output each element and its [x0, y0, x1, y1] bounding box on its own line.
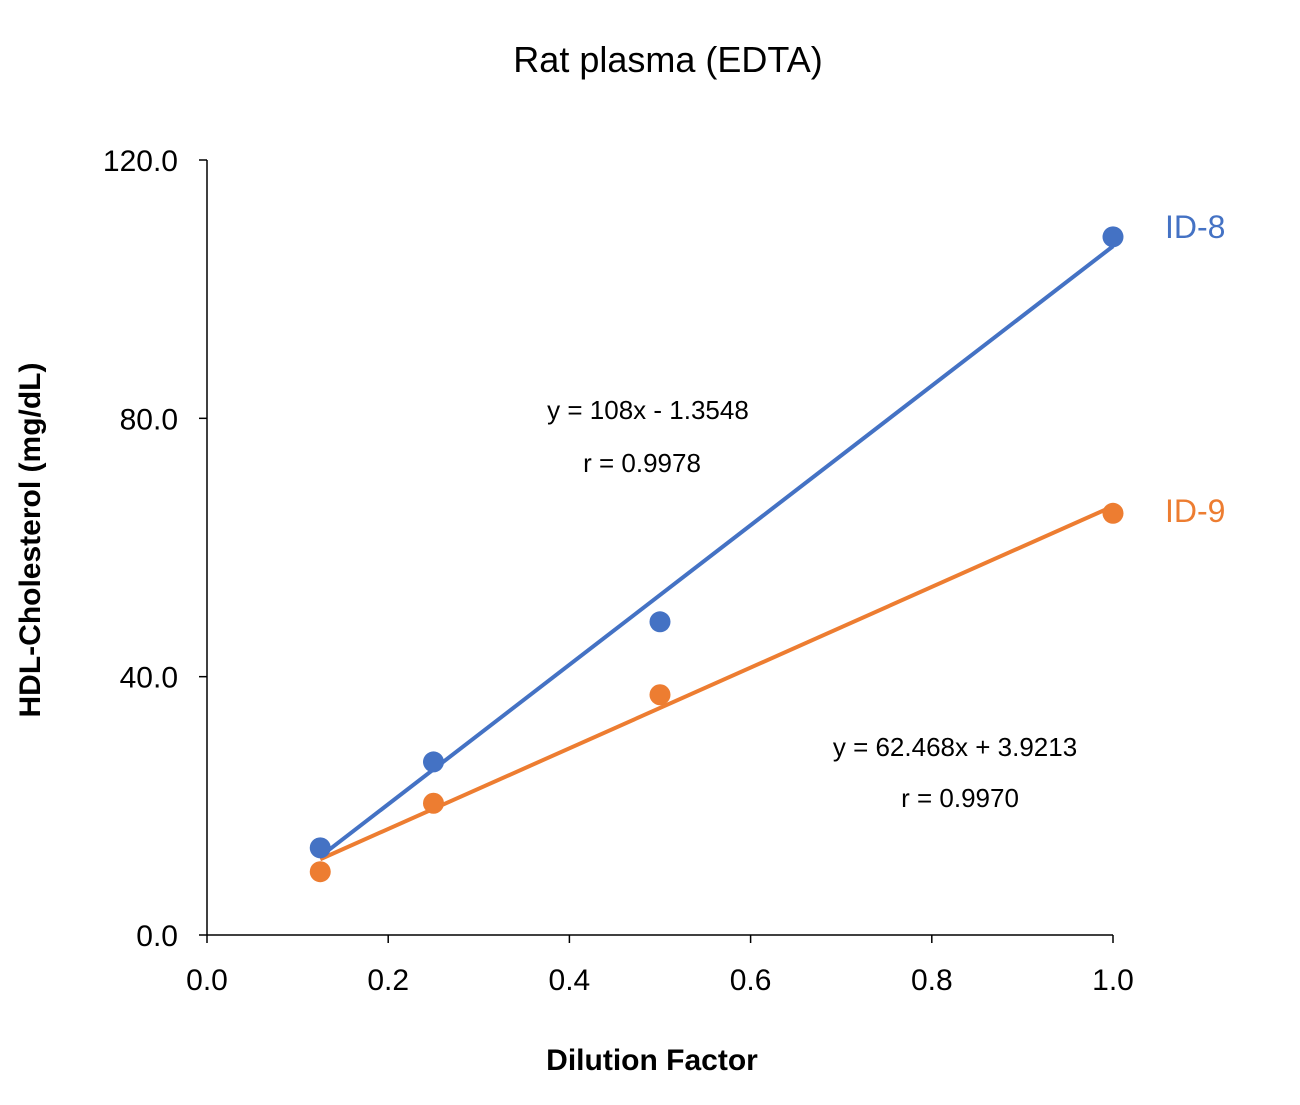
data-point-id-8 — [649, 611, 671, 633]
data-point-id-9 — [423, 792, 444, 814]
y-tick-label: 40.0 — [120, 662, 178, 695]
x-tick-label: 0.8 — [911, 964, 953, 997]
x-tick-label: 0.4 — [549, 964, 591, 997]
data-point-id-9 — [1102, 502, 1124, 524]
trendline-id-8 — [319, 244, 1115, 859]
x-axis-label: Dilution Factor — [546, 1044, 758, 1077]
data-point-id-9 — [649, 684, 671, 706]
y-axis-label: HDL-Cholesterol (mg/dL) — [14, 363, 47, 718]
id9-equation: y = 62.468x + 3.9213 — [833, 732, 1077, 762]
x-tick-label: 0.6 — [730, 964, 772, 997]
data-point-id-8 — [309, 837, 331, 859]
id8-r-value: r = 0.9978 — [583, 448, 701, 478]
data-point-id-8 — [1102, 226, 1124, 248]
id9-series-label: ID-9 — [1165, 493, 1225, 529]
x-tick-label: 0.0 — [186, 964, 228, 997]
data-point-id-8 — [423, 751, 444, 773]
data-point-id-9 — [309, 861, 331, 883]
id8-equation: y = 108x - 1.3548 — [547, 395, 749, 425]
x-tick-label: 1.0 — [1092, 964, 1134, 997]
trendline-id-9 — [319, 504, 1114, 862]
y-tick-label: 0.0 — [136, 920, 178, 953]
id9-r-value: r = 0.9970 — [901, 783, 1019, 813]
id8-series-label: ID-8 — [1165, 209, 1225, 245]
x-tick-label: 0.2 — [367, 964, 409, 997]
chart-title: Rat plasma (EDTA) — [513, 39, 822, 80]
y-tick-label: 120.0 — [103, 145, 178, 178]
y-tick-label: 80.0 — [120, 403, 178, 436]
